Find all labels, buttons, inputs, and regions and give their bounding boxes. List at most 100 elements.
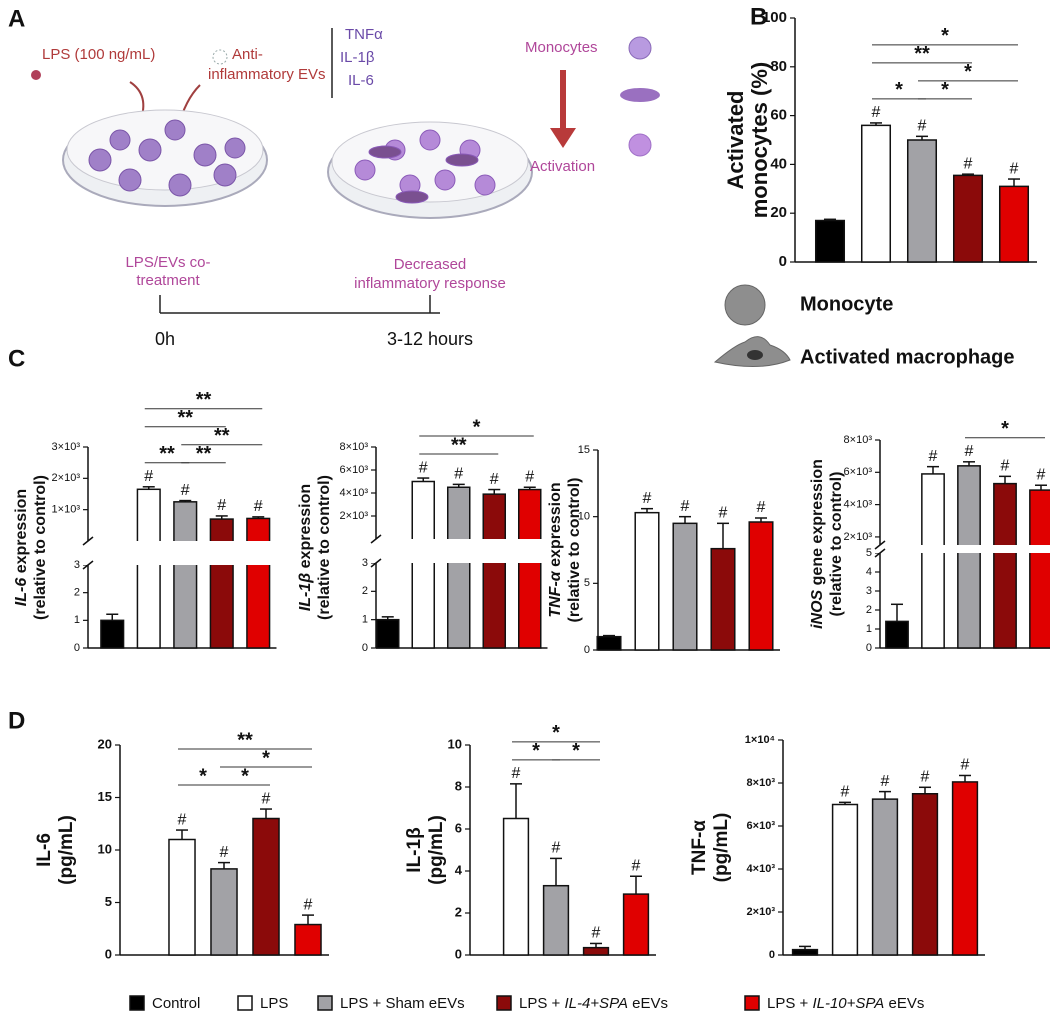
bar [622, 893, 650, 956]
text-run: (relative to control) [828, 472, 845, 617]
text-run: gene expression [809, 459, 826, 590]
bar [871, 798, 899, 956]
time-label: 3-12 hours [387, 329, 473, 349]
legend-swatch [744, 995, 760, 1011]
y-axis-label: TNF-α expression [547, 482, 564, 617]
y-tick-label: 0 [74, 642, 80, 654]
text-run: LPS + [519, 995, 564, 1012]
legend-swatch [237, 995, 253, 1011]
bar [748, 521, 774, 651]
y-tick-label: 8×10³ [747, 777, 776, 789]
y-tick-label: 0 [769, 949, 775, 961]
significance-label: * [262, 747, 270, 769]
step-label: inflammatory response [354, 275, 506, 292]
text-run: IL-10+SPA [812, 995, 884, 1012]
y-tick-label: 20 [770, 204, 787, 221]
ev-label: inflammatory EVs [208, 66, 326, 83]
text-run: IL-6 [34, 833, 55, 867]
step-label: LPS/EVs co- [125, 254, 210, 271]
bar [952, 174, 984, 263]
significance-marker: # [872, 104, 881, 121]
text-run: IL-1β [404, 827, 425, 872]
y-axis-label: (relative to control) [828, 472, 845, 617]
cytokine: IL-6 [348, 72, 374, 89]
y-tick-label: 3 [866, 585, 872, 597]
y-tick-label: 2 [74, 587, 80, 599]
cell-icon [628, 133, 652, 157]
significance-marker: # [964, 155, 973, 172]
bar [168, 838, 196, 956]
bar [252, 817, 280, 956]
y-tick-label: 6×10³ [340, 464, 369, 476]
significance-marker: # [965, 443, 974, 460]
text-run: TNF-α [547, 570, 564, 617]
text-run: eEVs [628, 995, 668, 1012]
significance-marker: # [643, 490, 652, 507]
y-tick-label: 2 [455, 904, 462, 919]
y-tick-label: 6×10³ [747, 820, 776, 832]
monocyte-icon [724, 284, 766, 326]
significance-marker: # [929, 448, 938, 465]
legend-swatch [496, 995, 512, 1011]
y-tick-label: 15 [98, 789, 112, 804]
y-axis-label: (pg/mL) [711, 813, 732, 883]
significance-marker: # [757, 499, 766, 516]
text-run: Control [152, 995, 200, 1012]
y-tick-label: 1×10³ [52, 504, 81, 516]
schematic: LPS (100 ng/mL) Anti- inflammatory EVs T… [31, 26, 660, 349]
y-tick-label: 0 [584, 644, 590, 656]
y-tick-label: 1 [866, 623, 872, 635]
panel-label: A [8, 5, 25, 32]
significance-marker: # [841, 784, 850, 801]
axis-break [874, 548, 886, 558]
legend-swatch [317, 995, 333, 1011]
dish-rim [66, 109, 264, 191]
significance-marker: # [262, 790, 271, 807]
significance-label: * [964, 61, 972, 83]
bar [885, 620, 909, 649]
lps-dot [31, 70, 41, 80]
text-run: Activated [723, 90, 748, 189]
bar [993, 482, 1017, 649]
y-axis-label: Activated [723, 90, 748, 189]
cell-icon [620, 88, 660, 102]
y-tick-label: 10 [578, 511, 590, 523]
text-run: IL-1β [297, 573, 314, 611]
arrowhead [550, 128, 576, 148]
y-tick-label: 10 [98, 841, 112, 856]
bar [136, 488, 161, 649]
cell-legend-label: Activated macrophage [800, 346, 1015, 368]
panel-label: B [750, 3, 767, 30]
y-axis-label: (pg/mL) [56, 815, 77, 885]
bar [906, 139, 938, 263]
axis-break [874, 540, 886, 550]
nucleus [747, 350, 763, 360]
y-tick-label: 0 [455, 946, 462, 961]
y-tick-label: 3 [362, 557, 368, 569]
text-run: (relative to control) [566, 478, 583, 623]
bar [209, 518, 234, 649]
significance-label: ** [214, 425, 230, 447]
significance-label: * [199, 765, 207, 787]
cytokine: TNFα [345, 26, 383, 43]
significance-label: ** [196, 443, 212, 465]
cytokine: IL-1β [340, 49, 375, 66]
bar [411, 480, 436, 649]
y-axis-label: iNOS gene expression [809, 459, 826, 629]
significance-marker: # [254, 498, 263, 515]
significance-label: * [241, 765, 249, 787]
legend-swatch [129, 995, 145, 1011]
bar [100, 619, 125, 649]
axis-break [82, 560, 94, 570]
significance-marker: # [304, 896, 313, 913]
y-tick-label: 0 [866, 642, 872, 654]
significance-label: ** [159, 443, 175, 465]
legend-label: LPS [260, 995, 288, 1012]
y-axis-label: TNF-α [689, 820, 710, 875]
text-run: IL-4+SPA [564, 995, 628, 1012]
text-run: expression [13, 489, 30, 578]
text-run: expression [547, 482, 564, 571]
significance-marker: # [632, 857, 641, 874]
y-tick-label: 2×10³ [52, 472, 81, 484]
significance-label: * [532, 740, 540, 762]
